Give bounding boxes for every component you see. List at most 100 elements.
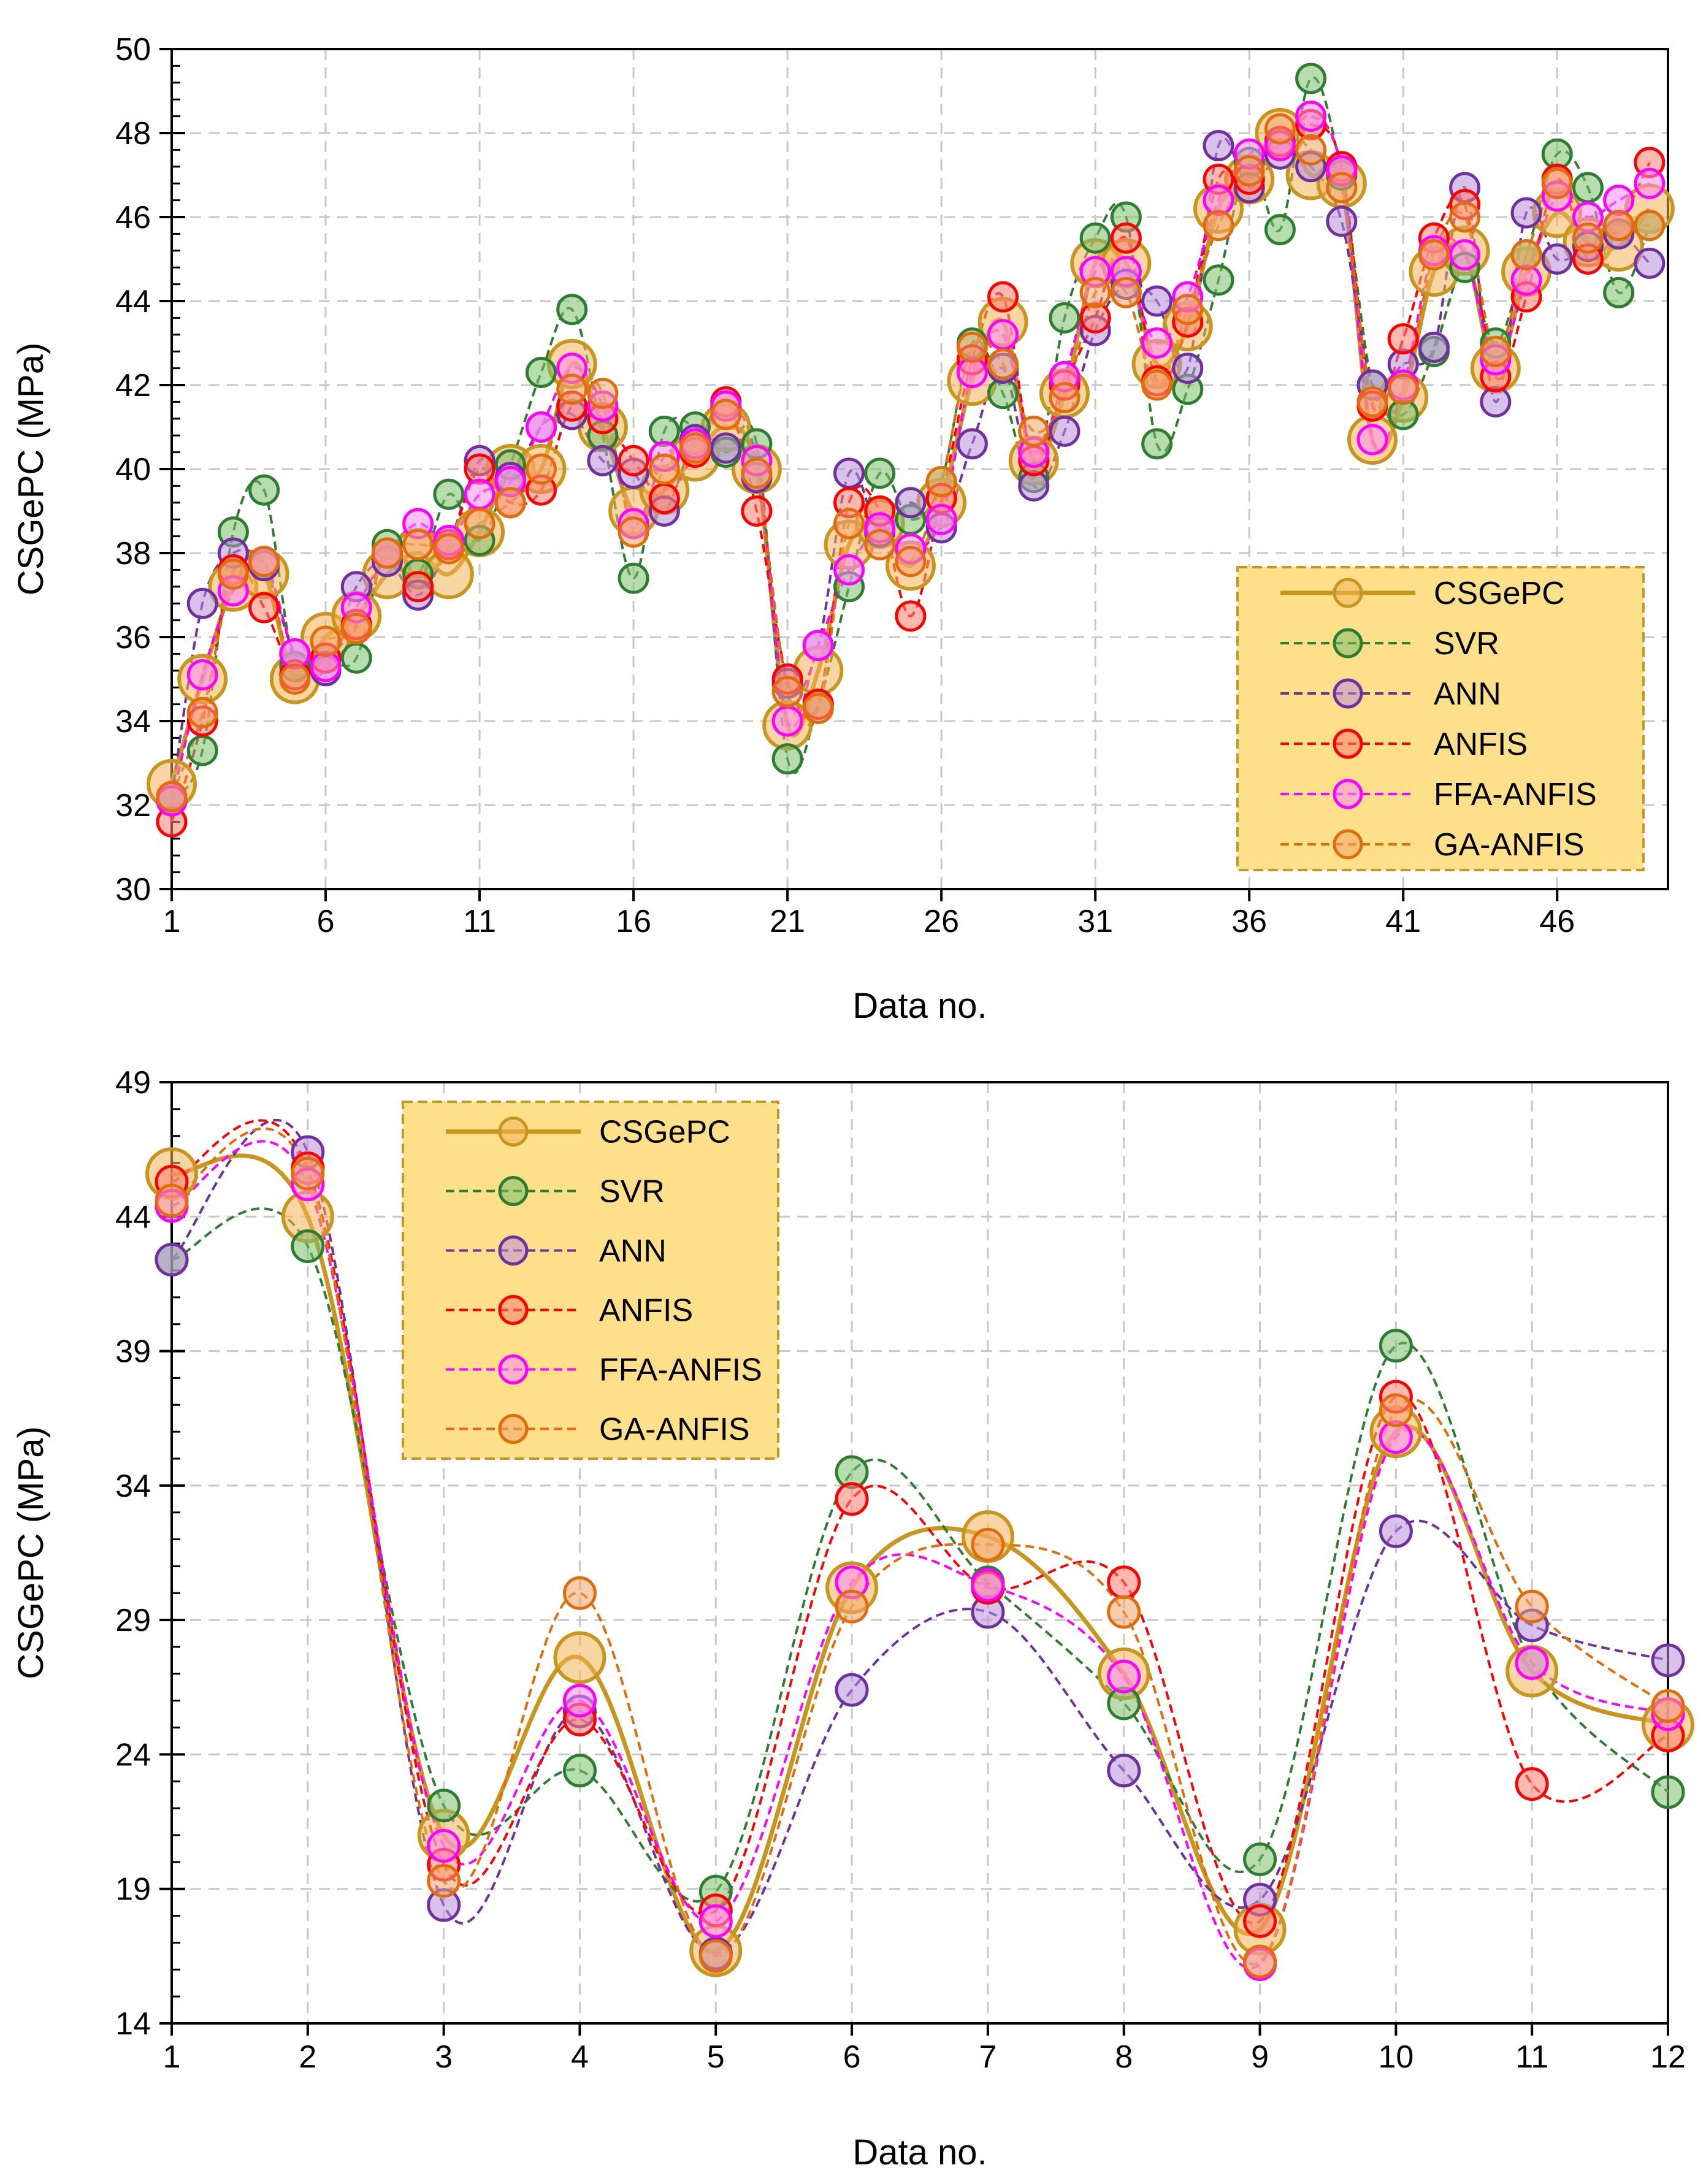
point-ga-anfis bbox=[291, 1156, 325, 1191]
point-anfis bbox=[835, 1482, 869, 1516]
point-svr bbox=[556, 294, 588, 326]
point-svr bbox=[1379, 1329, 1413, 1363]
point-ffa-anfis bbox=[833, 554, 865, 586]
axis-ticks bbox=[159, 1081, 1669, 2036]
point-ann bbox=[587, 445, 619, 476]
point-ffa-anfis bbox=[1295, 101, 1327, 132]
point-ga-anfis bbox=[1572, 222, 1604, 254]
legend-label-csgepc: CSGePC bbox=[599, 1115, 730, 1150]
series-group bbox=[147, 63, 1675, 838]
x-tick-label: 1 bbox=[163, 2039, 181, 2075]
point-svr bbox=[1141, 428, 1173, 460]
y-tick-label: 38 bbox=[115, 536, 151, 571]
point-svr bbox=[186, 735, 218, 766]
point-ga-anfis bbox=[895, 546, 927, 578]
x-tick-label: 26 bbox=[924, 904, 959, 939]
legend-label-ffa-anfis: FFA-ANFIS bbox=[599, 1353, 762, 1388]
legend-marker-csgepc bbox=[498, 1117, 529, 1147]
y-tick-label: 46 bbox=[115, 200, 151, 235]
point-ga-anfis bbox=[186, 697, 218, 728]
x-tick-label: 11 bbox=[1515, 2039, 1548, 2075]
point-ffa-anfis bbox=[562, 1684, 597, 1718]
point-ga-anfis bbox=[340, 613, 372, 644]
x-tick-label: 41 bbox=[1385, 904, 1421, 939]
point-anfis bbox=[1110, 222, 1142, 254]
point-ga-anfis bbox=[248, 546, 280, 578]
point-svr bbox=[248, 474, 280, 506]
y-tick-label: 19 bbox=[115, 1872, 151, 1907]
legend: CSGePC SVR ANN ANFIS FFA-ANFIS GA-ANFIS bbox=[402, 1101, 779, 1460]
point-ann bbox=[956, 428, 988, 460]
y-tick-label: 29 bbox=[115, 1603, 151, 1638]
legend-box bbox=[1236, 566, 1645, 871]
point-ann bbox=[833, 457, 865, 489]
y-tick-label: 24 bbox=[115, 1737, 151, 1773]
y-tick-label: 40 bbox=[115, 452, 151, 487]
point-ga-anfis bbox=[1510, 239, 1542, 271]
y-tick-label: 14 bbox=[115, 2006, 151, 2042]
x-tick-label: 3 bbox=[435, 2039, 453, 2075]
legend-label-csgepc: CSGePC bbox=[1434, 576, 1565, 611]
point-anfis bbox=[648, 483, 680, 514]
point-ga-anfis bbox=[1018, 415, 1050, 447]
point-ga-anfis bbox=[587, 378, 619, 410]
point-ga-anfis bbox=[1515, 1589, 1549, 1624]
legend-marker-ga-anfis bbox=[498, 1414, 529, 1444]
point-anfis bbox=[402, 571, 434, 603]
point-anfis bbox=[1243, 1904, 1277, 1938]
point-ga-anfis bbox=[1418, 239, 1450, 271]
legend-label-ann: ANN bbox=[1434, 676, 1501, 712]
x-tick-label: 9 bbox=[1251, 2039, 1269, 2075]
point-ga-anfis bbox=[679, 432, 711, 464]
point-anfis bbox=[741, 495, 773, 527]
point-ann bbox=[1107, 1754, 1141, 1788]
y-tick-label: 48 bbox=[115, 116, 151, 151]
point-ga-anfis bbox=[833, 508, 865, 540]
point-ann bbox=[1651, 1643, 1685, 1678]
y-tick-label: 44 bbox=[115, 284, 151, 319]
point-ga-anfis bbox=[1326, 172, 1358, 204]
point-ga-anfis bbox=[835, 1589, 869, 1624]
legend-label-ga-anfis: GA-ANFIS bbox=[599, 1412, 750, 1448]
point-ga-anfis bbox=[556, 373, 588, 405]
point-ga-anfis bbox=[402, 529, 434, 560]
point-ga-anfis bbox=[1172, 294, 1204, 326]
point-svr bbox=[1603, 277, 1635, 308]
legend-label-ga-anfis: GA-ANFIS bbox=[1434, 827, 1585, 863]
point-ann bbox=[1379, 1514, 1413, 1548]
point-svr bbox=[1049, 302, 1081, 334]
point-ffa-anfis bbox=[464, 478, 495, 510]
legend-label-anfis: ANFIS bbox=[599, 1293, 693, 1329]
point-ga-anfis bbox=[1449, 201, 1481, 233]
point-ga-anfis bbox=[987, 348, 1019, 380]
point-anfis bbox=[248, 592, 280, 624]
point-ann bbox=[1418, 331, 1450, 363]
legend-marker-ann bbox=[1333, 678, 1363, 709]
y-tick-label: 42 bbox=[115, 368, 151, 403]
point-ga-anfis bbox=[156, 781, 188, 812]
point-ffa-anfis bbox=[1634, 167, 1666, 199]
point-svr bbox=[864, 457, 896, 489]
point-anfis bbox=[895, 600, 927, 632]
point-ga-anfis bbox=[1634, 210, 1666, 242]
point-ga-anfis bbox=[427, 1864, 461, 1898]
point-ga-anfis bbox=[1107, 1595, 1141, 1629]
point-ann bbox=[710, 432, 742, 464]
series-line-ann bbox=[170, 1119, 1669, 1955]
legend-label-ffa-anfis: FFA-ANFIS bbox=[1434, 777, 1597, 812]
point-ann bbox=[1326, 205, 1358, 237]
point-ann bbox=[835, 1673, 869, 1707]
y-tick-label: 34 bbox=[115, 704, 151, 739]
point-ga-anfis bbox=[217, 558, 249, 590]
point-ffa-anfis bbox=[802, 630, 834, 662]
point-ga-anfis bbox=[1243, 1944, 1277, 1979]
x-axis-title: Data no. bbox=[852, 2132, 987, 2172]
point-ann bbox=[895, 487, 927, 519]
x-tick-label: 36 bbox=[1231, 904, 1267, 939]
point-ga-anfis bbox=[1356, 386, 1388, 418]
legend-label-ann: ANN bbox=[599, 1234, 667, 1269]
y-tick-label: 50 bbox=[115, 32, 151, 67]
point-ann bbox=[1172, 353, 1204, 384]
